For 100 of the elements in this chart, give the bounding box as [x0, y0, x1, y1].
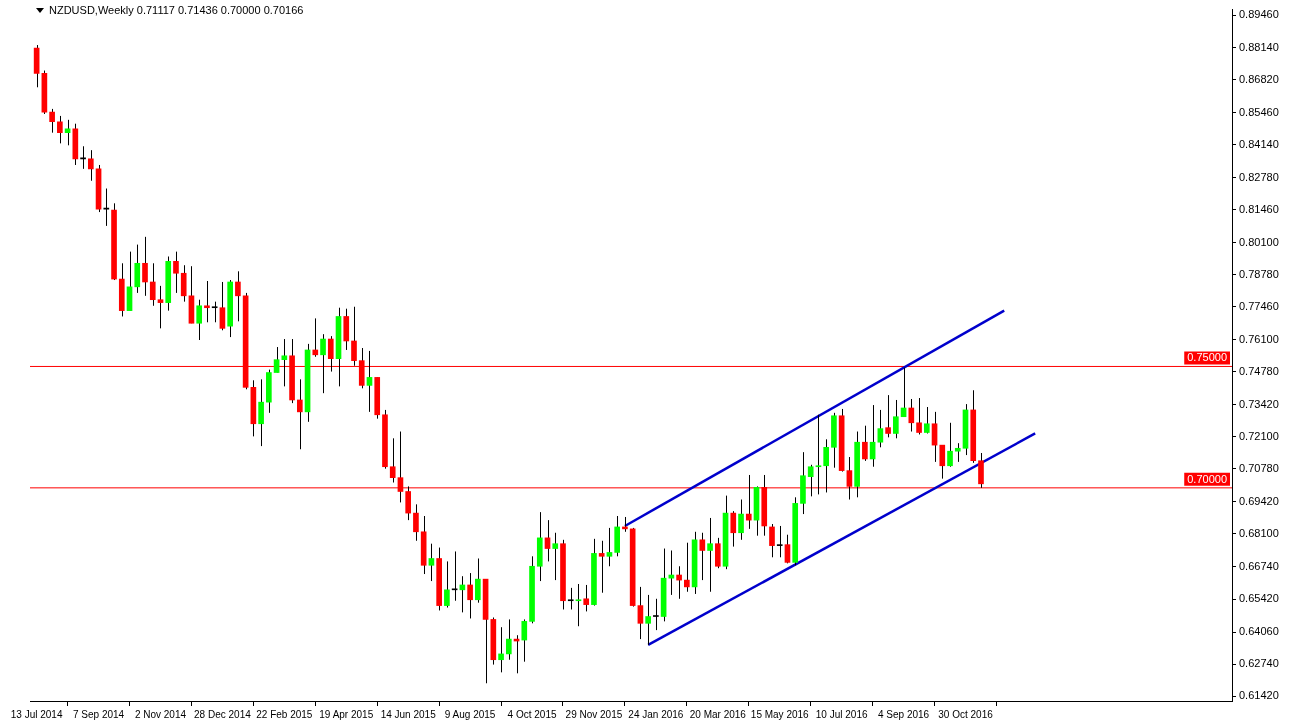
candlestick — [196, 299, 203, 341]
y-tick-label: 0.69420 — [1239, 494, 1279, 507]
candlestick — [815, 414, 822, 495]
candlestick — [57, 115, 63, 144]
x-tick-label: 28 Dec 2014 — [194, 708, 252, 720]
candlestick — [939, 444, 946, 480]
candlestick — [475, 558, 481, 604]
candlestick — [699, 532, 706, 581]
candlestick — [505, 618, 512, 661]
candlestick — [444, 560, 450, 609]
y-tick-label: 0.64060 — [1239, 625, 1279, 638]
y-tick-label: 0.88140 — [1239, 40, 1279, 53]
candlestick — [676, 565, 682, 600]
candlestick — [219, 281, 226, 331]
candlestick — [451, 550, 458, 602]
x-tick-label: 19 Apr 2015 — [319, 708, 374, 720]
ref-line-label: 0.75000 — [1187, 351, 1227, 364]
candlestick — [258, 378, 264, 447]
x-tick-label: 4 Sep 2016 — [877, 708, 930, 720]
candlestick — [64, 119, 71, 146]
candlestick — [567, 587, 574, 610]
y-tick-label: 0.89460 — [1239, 8, 1279, 21]
ref-line-label: 0.70000 — [1187, 472, 1227, 485]
candlestick — [552, 532, 559, 581]
y-tick-label: 0.72100 — [1239, 429, 1279, 442]
y-tick-label: 0.80100 — [1239, 235, 1279, 248]
candlestick — [784, 534, 791, 564]
x-tick-label: 14 Jun 2015 — [380, 708, 437, 720]
y-tick-label: 0.81460 — [1239, 202, 1279, 215]
x-tick-label: 29 Nov 2015 — [565, 708, 623, 720]
y-tick-label: 0.73420 — [1239, 397, 1279, 410]
candlestick — [296, 378, 303, 450]
chart-title: NZDUSD,Weekly 0.71117 0.71436 0.70000 0.70166 — [49, 4, 304, 16]
candlestick — [954, 442, 961, 463]
y-tick-label: 0.66740 — [1239, 560, 1279, 573]
x-tick-label: 10 Jul 2016 — [815, 708, 868, 720]
x-tick-label: 9 Aug 2015 — [444, 708, 496, 720]
candlestick — [684, 542, 690, 593]
x-tick-label: 4 Oct 2015 — [507, 708, 557, 720]
candlestick — [908, 398, 915, 433]
y-tick-label: 0.84140 — [1239, 137, 1279, 150]
candlestick — [598, 540, 605, 594]
candlestick — [521, 618, 528, 663]
candlestick — [807, 464, 814, 497]
candlestick — [769, 523, 775, 558]
candlestick — [776, 525, 783, 558]
candlestick — [173, 251, 179, 294]
candlestick — [273, 346, 280, 374]
candlestick — [320, 333, 326, 394]
candlestick — [916, 397, 922, 435]
x-tick-label: 24 Jan 2016 — [628, 708, 684, 720]
candlestick — [645, 594, 651, 646]
candlestick — [877, 409, 884, 448]
y-tick-label: 0.68100 — [1239, 527, 1279, 540]
x-tick-label: 20 Mar 2016 — [689, 708, 747, 720]
candlestick — [823, 438, 829, 493]
x-tick-label: 22 Feb 2015 — [256, 708, 313, 720]
candlestick — [211, 301, 218, 323]
y-tick-label: 0.86820 — [1239, 72, 1279, 85]
candlestick — [467, 572, 473, 619]
candlestick — [923, 406, 930, 434]
candlestick — [606, 527, 613, 567]
candlestick — [389, 437, 396, 484]
candlestick — [637, 586, 644, 640]
candlestick — [157, 285, 164, 329]
candlestick — [862, 425, 868, 462]
candlestick — [947, 422, 953, 468]
candlestick — [413, 503, 419, 542]
candlestick — [49, 108, 55, 134]
candlestick — [235, 270, 241, 322]
candlestick — [204, 280, 210, 323]
candlestick — [893, 399, 899, 439]
candlestick — [142, 236, 148, 297]
x-tick-label: 15 May 2016 — [750, 708, 810, 720]
x-tick-label: 2 Nov 2014 — [134, 708, 187, 720]
candlestick — [583, 584, 590, 612]
y-tick-label: 0.77460 — [1239, 299, 1279, 312]
y-tick-label: 0.65420 — [1239, 592, 1279, 605]
y-tick-label: 0.82780 — [1239, 170, 1279, 183]
candlestick — [180, 264, 187, 303]
x-tick-label: 7 Sep 2014 — [72, 708, 125, 720]
candlestick — [738, 499, 744, 541]
y-tick-label: 0.78780 — [1239, 267, 1279, 280]
x-tick-label: 13 Jul 2014 — [10, 708, 63, 720]
candlestick — [714, 537, 721, 569]
candlestick — [653, 598, 659, 631]
candlestick — [428, 543, 435, 582]
candlestick — [575, 583, 582, 627]
y-tick-label: 0.61420 — [1239, 689, 1279, 702]
candlestick — [281, 338, 288, 387]
y-tick-label: 0.70780 — [1239, 461, 1279, 474]
candlestick — [730, 510, 737, 548]
y-tick-label: 0.85460 — [1239, 105, 1279, 118]
candlestick — [707, 517, 713, 593]
candlestick — [149, 262, 156, 307]
candlestick — [885, 394, 891, 438]
y-tick-label: 0.74780 — [1239, 364, 1279, 377]
candlestick — [312, 317, 319, 358]
candlestick — [87, 149, 94, 182]
y-tick-label: 0.76100 — [1239, 332, 1279, 345]
